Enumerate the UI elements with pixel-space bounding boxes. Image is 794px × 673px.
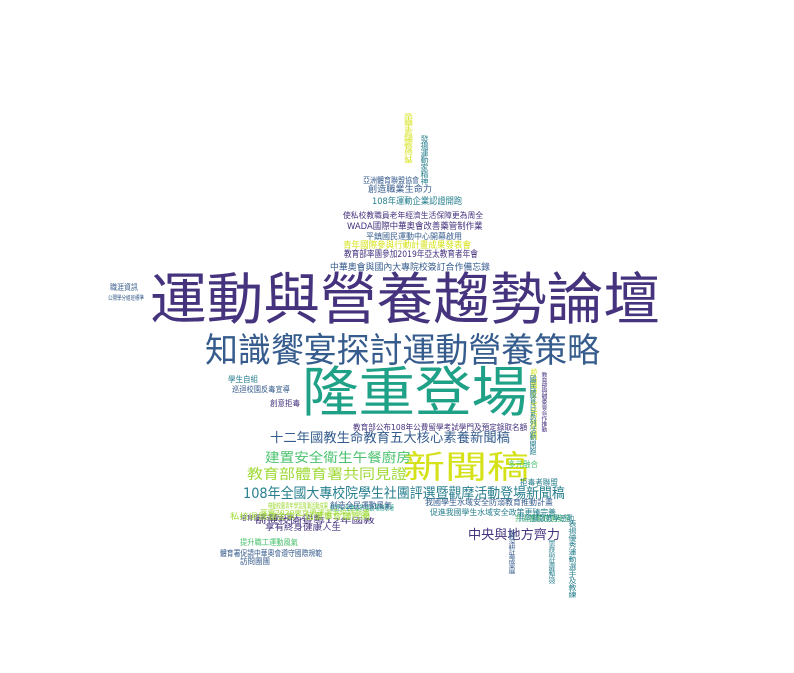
cloud-word-grand-debut: 隆重登場 bbox=[302, 361, 528, 424]
cloud-word-knowledge-feast: 知識饗宴探討運動營養策略 bbox=[205, 331, 600, 371]
cloud-word-word-9: 中華奧會與國內大專院校簽訂合作備忘錄 bbox=[330, 263, 491, 273]
cloud-word-word-27: 我國學生水域安全防溺教育推動計畫 bbox=[425, 498, 553, 507]
cloud-word-word-28: 促進我國學生水域安全政策更臻完善 bbox=[430, 508, 556, 517]
cloud-word-safe-kitchen: 建置安全衛生午餐廚房 bbox=[265, 451, 412, 466]
cloud-word-word-25: 拒毒者聯盟 bbox=[520, 478, 558, 487]
cloud-word-word-22: 職涯資訊 bbox=[110, 283, 138, 292]
cloud-word-word-30: 帶動校園青年學習風潮活動成果 bbox=[268, 502, 328, 510]
cloud-word-central-local: 中央與地方齊力 bbox=[468, 528, 561, 543]
cloud-word-word-38: 提升職工運動風氣 bbox=[240, 538, 298, 547]
cloud-word-word-36: 私校退撫儲金第一屆董事會議召開 bbox=[230, 512, 370, 521]
cloud-word-word-31: 創造安全無虞的運動場館環境 bbox=[330, 504, 394, 512]
cloud-word-vertical-46: 教育部與體委會合作推動 bbox=[540, 372, 547, 432]
cloud-word-word-21: 創意拒毒 bbox=[270, 399, 300, 408]
cloud-word-vertical-43: 表揚優秀運動選手及教練 bbox=[568, 520, 577, 598]
cloud-word-student-clubs: 108年全國大專校院學生社團評選暨觀摩活動登場新聞稿 bbox=[243, 486, 565, 502]
cloud-word-sports-nutrition-forum: 運動與營養趨勢論壇 bbox=[150, 268, 660, 333]
cloud-word-word-32: 落實2020東京奧運選手培訓計畫 bbox=[260, 509, 370, 517]
cloud-word-word-19: 學生自組 bbox=[228, 375, 258, 384]
cloud-word-word-18: 教育部公布108年公費留學考試學門及預定錄取名額 bbox=[353, 423, 528, 432]
cloud-word-word-13: WADA國際中華奧會改善藥管制作業 bbox=[347, 222, 483, 232]
cloud-word-vertical-48: 學習扶助計畫推動成效 bbox=[548, 540, 556, 584]
cloud-word-word-17: 亞洲體育聯盟協會 bbox=[363, 176, 419, 185]
cloud-word-word-34: 創造全民運動風氣 bbox=[330, 501, 392, 510]
cloud-word-word-14: 使私校教職員老年經濟生活保障更為周全 bbox=[343, 211, 483, 220]
cloud-word-word-12: 平鎮國民運動中心開幕啟用 bbox=[366, 232, 462, 241]
cloud-word-word-37: 享有終身健康人生 bbox=[265, 523, 341, 532]
cloud-word-vertical-47: 高教深耕計畫成果展 bbox=[508, 530, 516, 574]
cloud-word-vertical-45: 國民體育日系列活動開跑 bbox=[529, 375, 537, 455]
cloud-word-word-20: 巡迴校園反毒宣導 bbox=[232, 385, 290, 394]
cloud-word-word-15: 108年運動企業認證開跑 bbox=[372, 197, 463, 207]
cloud-word-word-10: 教育部率團參加2019年亞太教育者年會 bbox=[344, 250, 478, 260]
cloud-word-vertical-42: 發揚運動家精神 bbox=[420, 135, 429, 185]
cloud-word-word-33: 前進校園宣導12年國教 bbox=[255, 517, 375, 525]
cloud-word-word-23: 公開學分組班標準 bbox=[108, 295, 145, 302]
cloud-word-word-11: 青年國際參與行動計畫成果發表會 bbox=[343, 241, 472, 251]
cloud-word-vertical-44: 校園安全防護網 bbox=[530, 368, 538, 440]
cloud-word-word-29: 共同擴散教學感動 bbox=[518, 514, 574, 523]
cloud-word-word-35: 培育優秀運動科學人才計畫 bbox=[240, 514, 320, 522]
cloud-word-word-16: 創造職業生命力 bbox=[368, 185, 433, 195]
cloud-word-word-26: 共同推動校園安全 bbox=[515, 514, 571, 523]
cloud-word-sports-admin-witness: 教育部體育署共同見證 bbox=[247, 467, 407, 483]
cloud-word-vertical-41: 高中職學生參與國際教育旅行計畫 bbox=[402, 113, 412, 163]
cloud-word-word-40: 訪問團團 bbox=[240, 557, 270, 566]
cloud-word-word-24: 多元融合 bbox=[508, 460, 538, 469]
cloud-word-press-release: 新聞稿 bbox=[403, 448, 530, 486]
cloud-word-life-education: 十二年國教生命教育五大核心素養新聞稿 bbox=[270, 431, 511, 446]
cloud-word-word-39: 體育署促請中華奧會遵守國際規範 bbox=[220, 549, 322, 558]
